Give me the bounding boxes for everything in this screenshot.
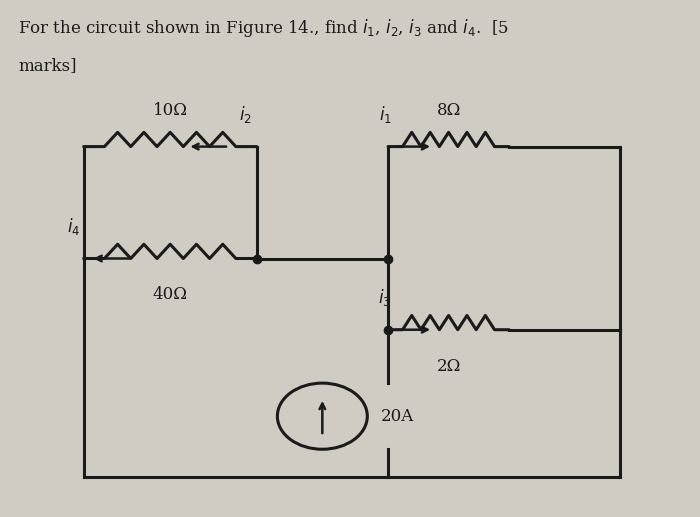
- Text: marks]: marks]: [18, 57, 76, 74]
- Text: 2Ω: 2Ω: [436, 358, 461, 375]
- Text: $i_4$: $i_4$: [67, 216, 80, 237]
- Text: 20A: 20A: [381, 408, 414, 424]
- Text: 40Ω: 40Ω: [153, 286, 188, 303]
- Text: 8Ω: 8Ω: [436, 102, 461, 118]
- Text: $i_2$: $i_2$: [239, 104, 252, 125]
- Text: $i_3$: $i_3$: [379, 287, 391, 308]
- Text: 10Ω: 10Ω: [153, 102, 188, 118]
- Text: $i_1$: $i_1$: [379, 104, 391, 125]
- Text: For the circuit shown in Figure 14., find $i_1$, $i_2$, $i_3$ and $i_4$.  [5: For the circuit shown in Figure 14., fin…: [18, 17, 509, 39]
